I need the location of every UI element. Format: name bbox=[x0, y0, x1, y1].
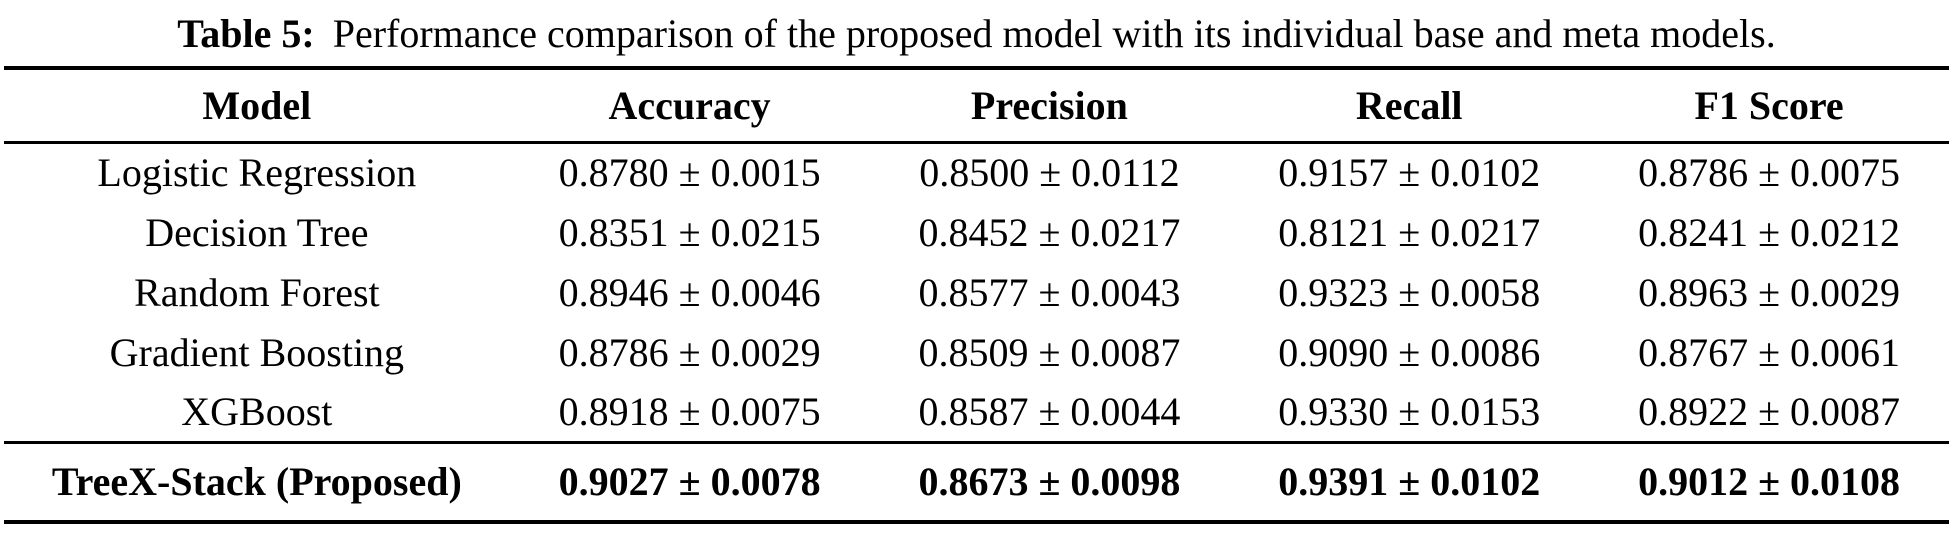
table-row: Gradient Boosting 0.8786 ± 0.0029 0.8509… bbox=[4, 322, 1949, 382]
cell-accuracy: 0.8780 ± 0.0015 bbox=[558, 150, 821, 196]
proposed-model-row: TreeX-Stack (Proposed) 0.9027 ± 0.0078 0… bbox=[4, 440, 1949, 522]
cell-recall: 0.9157 ± 0.0102 bbox=[1278, 150, 1541, 196]
cell-f1: 0.8241 ± 0.0212 bbox=[1638, 209, 1901, 255]
cell-f1: 0.8767 ± 0.0061 bbox=[1638, 329, 1901, 375]
performance-table: Model Accuracy Precision Recall F1 Score… bbox=[4, 66, 1949, 524]
cell-model: TreeX-Stack (Proposed) bbox=[4, 440, 510, 522]
table-caption: Table 5: Performance comparison of the p… bbox=[0, 0, 1953, 66]
cell-recall: 0.9323 ± 0.0058 bbox=[1278, 269, 1541, 315]
cell-precision: 0.8577 ± 0.0043 bbox=[918, 269, 1181, 315]
cell-recall: 0.9090 ± 0.0086 bbox=[1278, 329, 1541, 375]
column-header-accuracy: Accuracy bbox=[509, 68, 870, 144]
cell-f1: 0.8786 ± 0.0075 bbox=[1638, 150, 1901, 196]
cell-precision: 0.8500 ± 0.0112 bbox=[919, 150, 1180, 196]
cell-recall: 0.9391 ± 0.0102 bbox=[1229, 440, 1590, 522]
table-row: Random Forest 0.8946 ± 0.0046 0.8577 ± 0… bbox=[4, 262, 1949, 322]
column-header-recall: Recall bbox=[1229, 68, 1590, 144]
cell-f1: 0.8963 ± 0.0029 bbox=[1638, 269, 1901, 315]
cell-model: Gradient Boosting bbox=[109, 329, 405, 375]
cell-model: XGBoost bbox=[181, 388, 333, 434]
column-header-f1: F1 Score bbox=[1589, 68, 1949, 144]
table-row: XGBoost 0.8918 ± 0.0075 0.8587 ± 0.0044 … bbox=[4, 382, 1949, 442]
cell-precision: 0.8587 ± 0.0044 bbox=[918, 388, 1181, 434]
cell-accuracy: 0.9027 ± 0.0078 bbox=[509, 440, 870, 522]
cell-precision: 0.8509 ± 0.0087 bbox=[918, 329, 1181, 375]
cell-f1: 0.8922 ± 0.0087 bbox=[1638, 388, 1901, 434]
header-row: Model Accuracy Precision Recall F1 Score bbox=[4, 68, 1949, 144]
table-row: Logistic Regression 0.8780 ± 0.0015 0.85… bbox=[4, 142, 1949, 202]
cell-precision: 0.8452 ± 0.0217 bbox=[918, 209, 1181, 255]
cell-accuracy: 0.8786 ± 0.0029 bbox=[558, 329, 821, 375]
cell-model: Random Forest bbox=[134, 269, 380, 315]
cell-model: Decision Tree bbox=[145, 209, 369, 255]
cell-precision: 0.8673 ± 0.0098 bbox=[869, 440, 1230, 522]
cell-recall: 0.9330 ± 0.0153 bbox=[1278, 388, 1541, 434]
table-row: Decision Tree 0.8351 ± 0.0215 0.8452 ± 0… bbox=[4, 202, 1949, 262]
cell-recall: 0.8121 ± 0.0217 bbox=[1278, 209, 1541, 255]
column-header-model: Model bbox=[4, 68, 510, 144]
cell-accuracy: 0.8946 ± 0.0046 bbox=[558, 269, 821, 315]
table-caption-text: Performance comparison of the proposed m… bbox=[332, 10, 1776, 56]
cell-accuracy: 0.8351 ± 0.0215 bbox=[558, 209, 821, 255]
cell-f1: 0.9012 ± 0.0108 bbox=[1589, 440, 1949, 522]
table-caption-label: Table 5: bbox=[177, 10, 315, 56]
cell-accuracy: 0.8918 ± 0.0075 bbox=[558, 388, 821, 434]
column-header-precision: Precision bbox=[869, 68, 1230, 144]
cell-model: Logistic Regression bbox=[97, 150, 417, 196]
